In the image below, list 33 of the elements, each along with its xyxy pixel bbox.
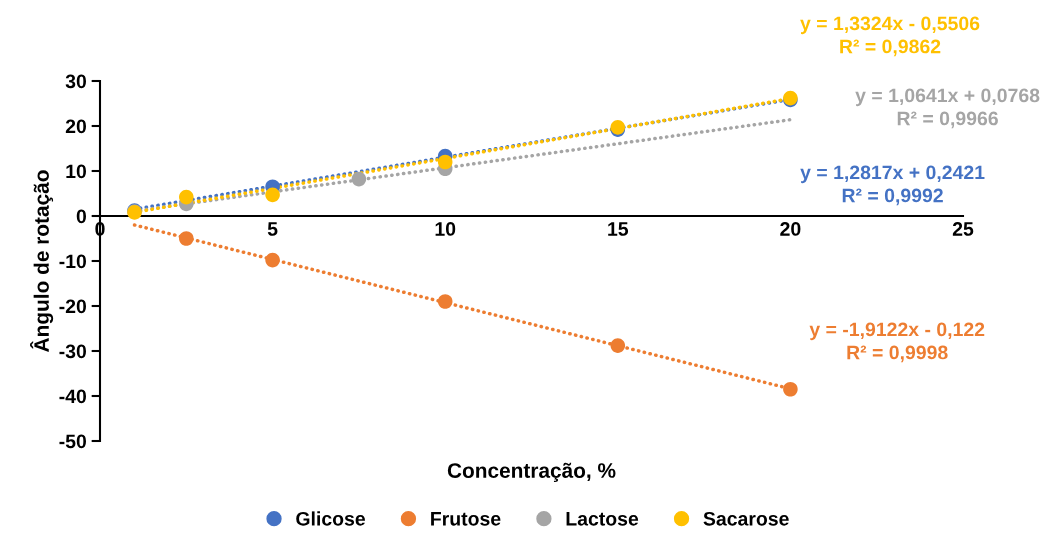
y-tick-label: -10: [59, 254, 87, 269]
y-axis-title: Ângulo de rotação: [30, 170, 54, 352]
y-tick-label: 10: [66, 164, 87, 179]
point: [610, 338, 626, 353]
y-tick-label: 0: [76, 209, 87, 224]
x-tick-label: 25: [952, 222, 974, 236]
point: [351, 171, 367, 187]
x-tick-label: 10: [435, 222, 456, 236]
text: y = 1,3324x - 0,5506 R² = 0,9862: [800, 16, 980, 57]
y-tick-label: -20: [59, 299, 87, 314]
point: [179, 189, 194, 205]
y-tick-label: -50: [59, 434, 87, 449]
y-tick-label: 20: [65, 119, 87, 134]
x-axis-title: Concentração, %: [447, 462, 616, 483]
point: [437, 154, 453, 170]
legend-label: Glicose: [296, 511, 365, 526]
point: [265, 187, 280, 203]
annotation: y = -1,9122x - 0,122 R² = 0,9998: [809, 322, 985, 363]
legend-label: Frutose: [431, 512, 501, 526]
point: [265, 252, 280, 268]
x-tick-label: 15: [608, 222, 629, 236]
x-tick-label: 5: [267, 222, 278, 236]
y-tick-label: 30: [65, 74, 87, 89]
annotation: y = 1,2817x + 0,2421 R² = 0,9992: [800, 165, 985, 206]
y-tick-label: -40: [59, 389, 87, 404]
point: [783, 381, 798, 397]
legend-label: Sacarose: [703, 511, 789, 526]
x-tick-label: 20: [780, 222, 801, 236]
legend-label: Lactose: [566, 512, 639, 526]
point: [179, 231, 194, 246]
y-tick-label: -30: [59, 344, 87, 359]
annotation: y = 1,0641x + 0,0768 R² = 0,9966: [855, 88, 1040, 129]
point: [437, 294, 453, 309]
